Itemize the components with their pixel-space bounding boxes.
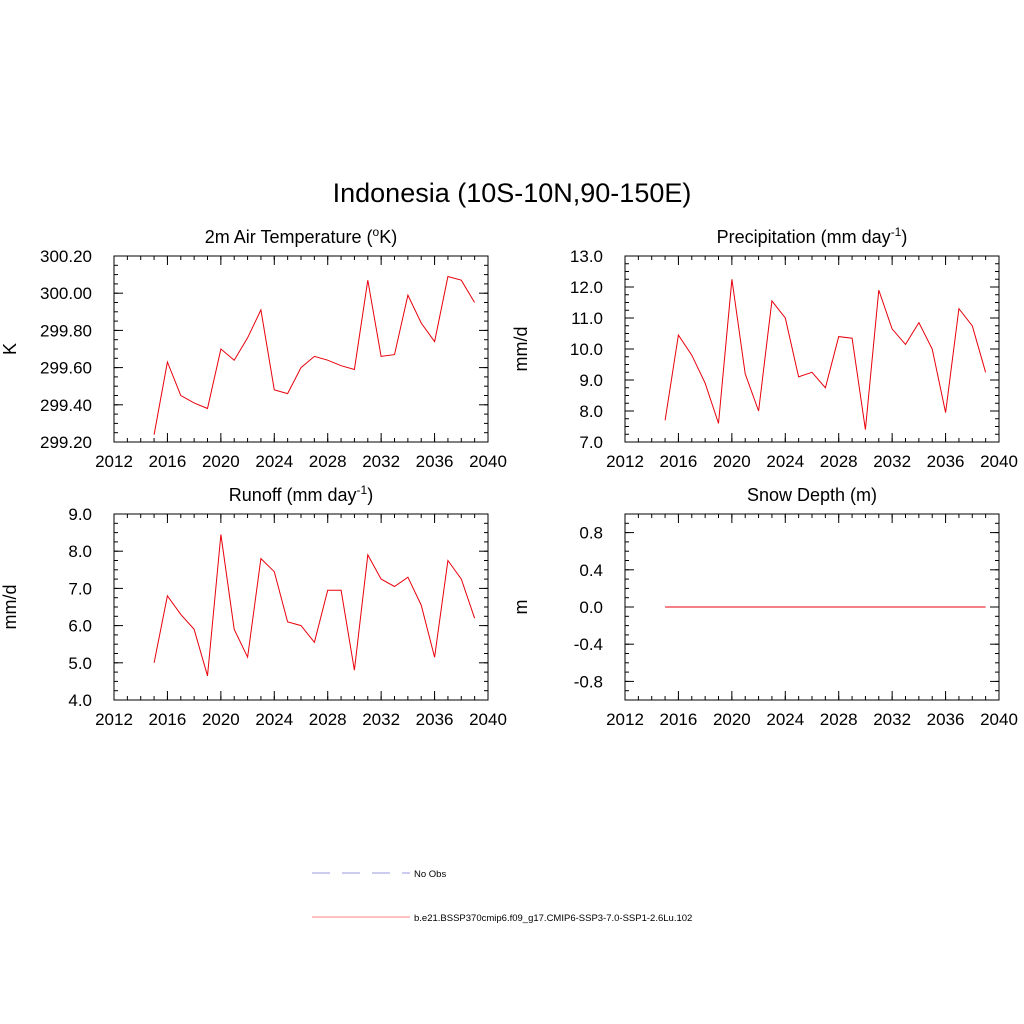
x-tick-label: 2028 (820, 710, 858, 729)
snow-depth-y-axis-label: m (511, 600, 531, 615)
x-tick-label: 2028 (309, 452, 347, 471)
x-tick-label: 2024 (766, 710, 804, 729)
x-tick-label: 2024 (766, 452, 804, 471)
y-tick-label: 11.0 (571, 309, 603, 328)
precipitation-panel: 2012 2016 2020 2024 2028 2032 2036 2040 7.0 8.0 9.… (511, 225, 1018, 471)
figure-title: Indonesia (10S-10N,90-150E) (333, 178, 692, 208)
x-tick-label: 2016 (149, 710, 187, 729)
x-tick-label: 2016 (660, 452, 698, 471)
y-tick-label: 12.0 (570, 278, 603, 297)
x-tick-label: 2024 (255, 710, 293, 729)
x-tick-label: 2028 (309, 710, 347, 729)
x-tick-label: 2012 (606, 452, 644, 471)
y-tick-label: 9.0 (579, 371, 603, 390)
y-tick-label: -0.8 (574, 672, 603, 691)
x-tick-label: 2036 (927, 710, 965, 729)
y-tick-label: 300.20 (40, 247, 92, 266)
precipitation-title: Precipitation (mm day-1) (717, 225, 908, 247)
y-tick-label: 299.40 (40, 396, 92, 415)
y-tick-label: 8.0 (579, 402, 603, 421)
x-tick-label: 2040 (469, 710, 507, 729)
x-tick-label: 2024 (255, 452, 293, 471)
x-tick-label: 2040 (980, 452, 1018, 471)
legend-label-model: b.e21.BSSP370cmip6.f09_g17.CMIP6-SSP3-7.… (414, 913, 692, 924)
y-tick-label: -0.4 (574, 635, 603, 654)
runoff-series-line (153, 534, 476, 676)
x-tick-label: 2012 (95, 710, 133, 729)
x-tick-label: 2040 (980, 710, 1018, 729)
precipitation-series-line (664, 279, 987, 430)
y-tick-label: 7.0 (579, 433, 603, 452)
snow-depth-title: Snow Depth (m) (747, 485, 877, 505)
x-tick-label: 2012 (606, 710, 644, 729)
y-tick-label: 0.8 (579, 524, 603, 543)
y-tick-label: 10.0 (570, 340, 603, 359)
x-tick-label: 2032 (362, 710, 400, 729)
x-tick-label: 2036 (416, 710, 454, 729)
y-tick-label: 5.0 (68, 654, 92, 673)
x-tick-label: 2020 (713, 452, 751, 471)
y-tick-label: 299.60 (40, 359, 92, 378)
x-tick-label: 2020 (713, 710, 751, 729)
x-tick-label: 2012 (95, 452, 133, 471)
temperature-panel: 2012 2016 2020 2024 2028 2032 2036 2040 299.20 29… (0, 225, 507, 471)
y-tick-label: 0.4 (579, 561, 603, 580)
x-tick-label: 2032 (873, 710, 911, 729)
y-tick-label: 300.00 (40, 284, 92, 303)
temperature-title: 2m Air Temperature (oK) (205, 225, 397, 247)
x-tick-label: 2032 (362, 452, 400, 471)
temperature-y-axis-label: K (0, 343, 20, 355)
runoff-panel: 2012 2016 2020 2024 2028 2032 2036 2040 4.0 5.0 6.… (0, 483, 507, 729)
snow-depth-panel: 2012 2016 2020 2024 2028 2032 2036 2040 -0.8 -0.4… (511, 485, 1018, 729)
y-tick-label: 13.0 (570, 247, 603, 266)
y-tick-label: 4.0 (68, 691, 92, 710)
x-tick-label: 2036 (416, 452, 454, 471)
x-tick-label: 2036 (927, 452, 965, 471)
runoff-y-axis-label: mm/d (0, 585, 20, 630)
y-tick-label: 0.0 (579, 598, 603, 617)
x-tick-label: 2040 (469, 452, 507, 471)
x-tick-label: 2016 (660, 710, 698, 729)
y-tick-label: 8.0 (68, 542, 92, 561)
y-tick-label: 7.0 (68, 579, 92, 598)
legend-label-no-obs: No Obs (414, 869, 446, 880)
legend: No Obs b.e21.BSSP370cmip6.f09_g17.CMIP6-… (312, 869, 692, 924)
temperature-series-line (153, 275, 476, 435)
x-tick-label: 2028 (820, 452, 858, 471)
runoff-title: Runoff (mm day-1) (229, 483, 373, 505)
y-tick-label: 9.0 (68, 505, 92, 524)
x-tick-label: 2020 (202, 710, 240, 729)
x-tick-label: 2016 (149, 452, 187, 471)
y-tick-label: 299.20 (40, 433, 92, 452)
x-tick-label: 2032 (873, 452, 911, 471)
precipitation-y-axis-label: mm/d (511, 327, 531, 372)
x-tick-label: 2020 (202, 452, 240, 471)
y-tick-label: 299.80 (40, 321, 92, 340)
y-tick-label: 6.0 (68, 617, 92, 636)
